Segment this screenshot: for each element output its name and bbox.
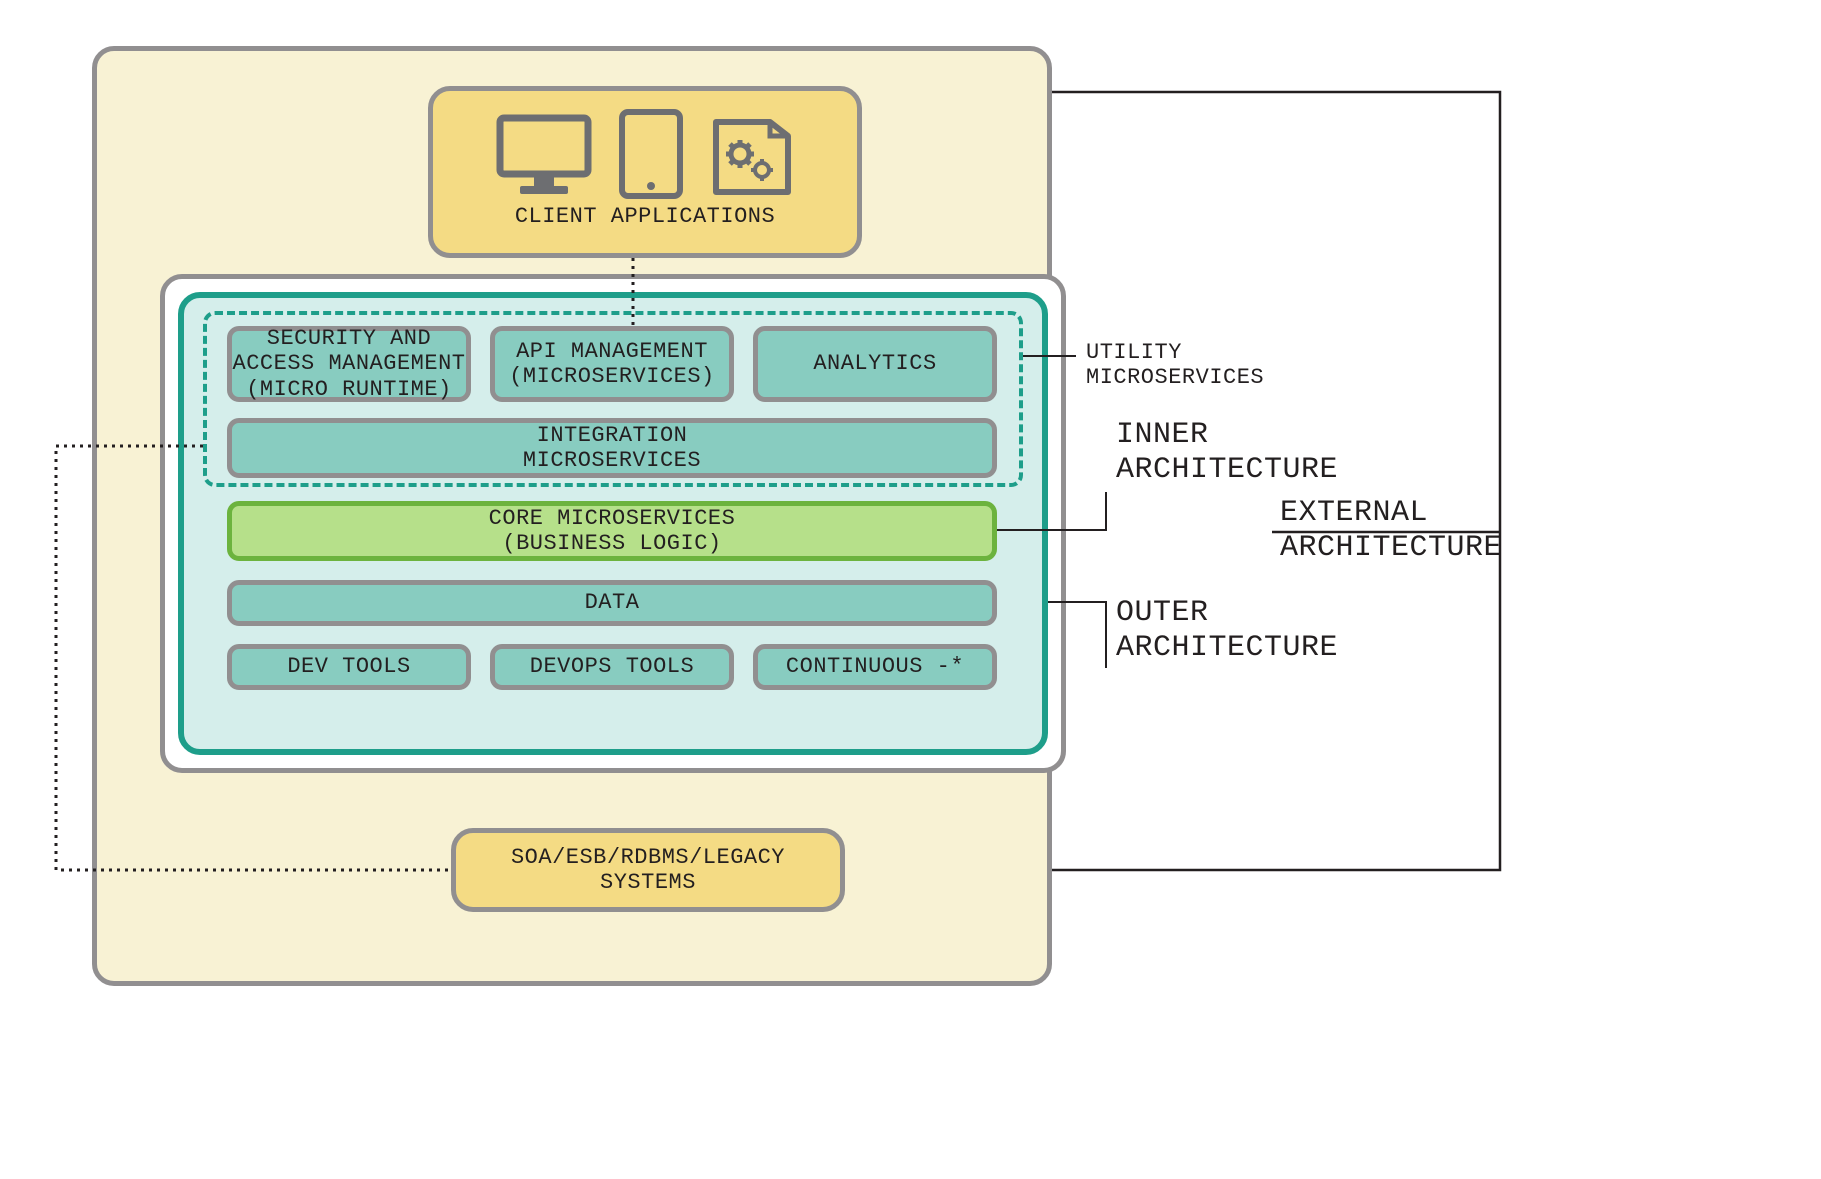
core-microservices-label: CORE MICROSERVICES (BUSINESS LOGIC) (489, 506, 736, 557)
devops-tools-box: DEVOPS TOOLS (490, 644, 734, 690)
settings-page-icon (708, 114, 796, 200)
legacy-systems-box: SOA/ESB/RDBMS/LEGACY SYSTEMS (451, 828, 845, 912)
client-applications-box: CLIENT APPLICATIONS (428, 86, 862, 258)
devops-tools-label: DEVOPS TOOLS (530, 654, 694, 679)
monitor-icon (494, 112, 594, 200)
continuous-label: CONTINUOUS -* (786, 654, 964, 679)
analytics-label: ANALYTICS (813, 351, 936, 376)
legacy-systems-label: SOA/ESB/RDBMS/LEGACY SYSTEMS (511, 845, 785, 896)
integration-microservices-box: INTEGRATION MICROSERVICES (227, 418, 997, 478)
data-box: DATA (227, 580, 997, 626)
tablet-icon (616, 108, 686, 200)
dev-tools-box: DEV TOOLS (227, 644, 471, 690)
dev-tools-label: DEV TOOLS (287, 654, 410, 679)
inner-architecture-label: INNER ARCHITECTURE (1116, 418, 1338, 487)
diagram-canvas: CLIENT APPLICATIONS SECURITY AND ACCESS … (20, 20, 1821, 1159)
api-management-label: API MANAGEMENT (MICROSERVICES) (509, 339, 715, 390)
integration-microservices-label: INTEGRATION MICROSERVICES (523, 423, 701, 474)
client-icons-row (494, 108, 796, 200)
continuous-box: CONTINUOUS -* (753, 644, 997, 690)
external-architecture-label: EXTERNAL ARCHITECTURE (1280, 496, 1502, 565)
security-access-label: SECURITY AND ACCESS MANAGEMENT (MICRO RU… (233, 326, 466, 402)
client-applications-label: CLIENT APPLICATIONS (515, 204, 775, 235)
core-microservices-box: CORE MICROSERVICES (BUSINESS LOGIC) (227, 501, 997, 561)
analytics-box: ANALYTICS (753, 326, 997, 402)
data-label: DATA (585, 590, 640, 615)
api-management-box: API MANAGEMENT (MICROSERVICES) (490, 326, 734, 402)
security-access-box: SECURITY AND ACCESS MANAGEMENT (MICRO RU… (227, 326, 471, 402)
outer-architecture-label: OUTER ARCHITECTURE (1116, 596, 1338, 665)
utility-microservices-label: UTILITY MICROSERVICES (1086, 340, 1264, 391)
